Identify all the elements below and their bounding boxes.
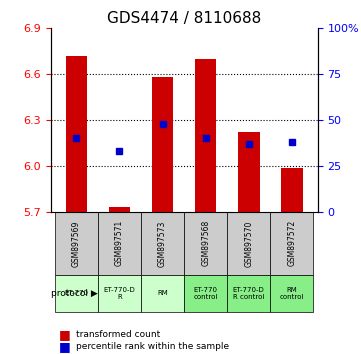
Bar — [152, 77, 173, 212]
Text: GSM897568: GSM897568 — [201, 220, 210, 267]
Bar — [281, 167, 303, 212]
Text: ET-770: ET-770 — [64, 290, 88, 296]
FancyBboxPatch shape — [141, 275, 184, 312]
FancyBboxPatch shape — [55, 275, 98, 312]
FancyBboxPatch shape — [55, 212, 98, 275]
Bar — [195, 59, 217, 212]
Text: percentile rank within the sample: percentile rank within the sample — [76, 342, 229, 351]
FancyBboxPatch shape — [270, 212, 313, 275]
Text: GSM897571: GSM897571 — [115, 220, 124, 267]
FancyBboxPatch shape — [98, 212, 141, 275]
FancyBboxPatch shape — [184, 275, 227, 312]
Text: ■: ■ — [59, 340, 71, 353]
FancyBboxPatch shape — [270, 275, 313, 312]
FancyBboxPatch shape — [227, 275, 270, 312]
Text: GSM897572: GSM897572 — [287, 220, 296, 267]
FancyBboxPatch shape — [227, 212, 270, 275]
Bar — [109, 207, 130, 212]
Text: GSM897569: GSM897569 — [72, 220, 81, 267]
Text: transformed count: transformed count — [76, 330, 160, 339]
Bar — [66, 56, 87, 212]
Text: RM: RM — [157, 290, 168, 296]
FancyBboxPatch shape — [98, 275, 141, 312]
Text: GSM897570: GSM897570 — [244, 220, 253, 267]
Title: GDS4474 / 8110688: GDS4474 / 8110688 — [107, 11, 261, 26]
Bar — [238, 132, 260, 212]
Text: ET-770-D
R control: ET-770-D R control — [233, 287, 265, 300]
Text: ET-770
control: ET-770 control — [193, 287, 218, 300]
FancyBboxPatch shape — [141, 212, 184, 275]
Text: ET-770-D
R: ET-770-D R — [104, 287, 135, 300]
Text: GSM897573: GSM897573 — [158, 220, 167, 267]
FancyBboxPatch shape — [184, 212, 227, 275]
Text: protocol ▶: protocol ▶ — [51, 289, 98, 298]
Text: RM
control: RM control — [280, 287, 304, 300]
Text: ■: ■ — [59, 328, 71, 341]
